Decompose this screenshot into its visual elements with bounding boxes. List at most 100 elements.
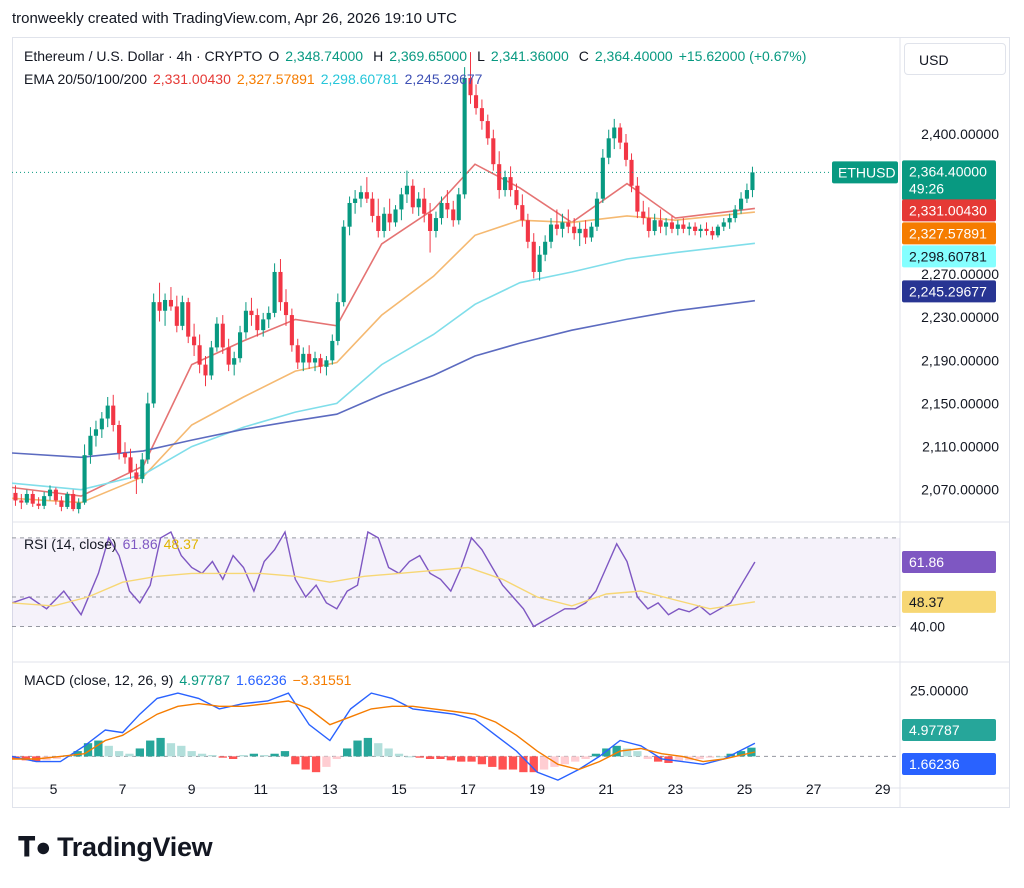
candle-body	[318, 358, 323, 367]
price-tick-label: 2,110.00000	[922, 439, 999, 455]
macd-histogram-bar	[477, 756, 487, 765]
price-tick-label: 2,070.00000	[921, 482, 999, 498]
candle-body	[641, 211, 646, 219]
macd-hist-value: 4.97787	[179, 672, 230, 688]
macd-hist-tag-bg	[902, 719, 996, 741]
candle-body	[393, 209, 398, 223]
ema-tag-bg	[902, 280, 996, 303]
candle-body	[209, 347, 214, 376]
candle-body	[410, 185, 415, 208]
macd-hist-tag: 4.97787	[909, 722, 960, 738]
ema200-value: 2,245.29677	[404, 71, 483, 87]
ema-legend: EMA 20/50/100/200 2,331.00430 2,327.57891 2…	[24, 71, 488, 87]
macd-histogram-bar	[249, 753, 259, 757]
ema100-value: 2,298.60781	[320, 71, 399, 87]
candle-body	[283, 302, 289, 316]
candle-body	[554, 224, 559, 229]
candle-body	[99, 418, 104, 430]
candle-body	[468, 77, 473, 96]
macd-histogram-bar	[467, 756, 476, 762]
candle-body	[376, 215, 381, 231]
candle-body	[88, 435, 93, 456]
macd-histogram-bar	[622, 748, 632, 757]
candle-body	[646, 218, 651, 231]
candle-body	[750, 172, 755, 191]
candle-body	[445, 202, 450, 210]
macd-histogram-bar	[363, 737, 373, 757]
candle-body	[168, 299, 173, 307]
macd-histogram-bar	[228, 756, 238, 759]
macd-histogram-bar	[260, 755, 269, 757]
rsi-lines	[12, 530, 756, 628]
close-value: 2,364.40000	[594, 48, 673, 64]
candle-body	[117, 425, 122, 454]
candle-body	[266, 312, 271, 320]
candle-body	[739, 198, 744, 210]
candle-body	[428, 213, 433, 231]
macd-histogram-bar	[612, 745, 621, 757]
candle-body	[24, 493, 29, 503]
candle-body	[122, 453, 128, 458]
macd-histogram-bar	[322, 756, 331, 767]
low-value: 2,341.36000	[490, 48, 569, 64]
candle-body	[47, 489, 53, 497]
rsi-tick-label: 40.00	[910, 619, 945, 635]
candle-body	[618, 127, 623, 143]
ema-tag-bg	[902, 222, 996, 245]
chart-svg[interactable]: 2,070.00000 2,110.00000 2,150.00000 2,190.0…	[12, 37, 1010, 808]
macd-histogram-bar	[581, 756, 590, 759]
macd-histogram-bar	[571, 756, 580, 762]
time-tick-label: 13	[322, 781, 338, 797]
macd-histogram-bar	[405, 756, 414, 758]
symbol-tag-bg	[832, 161, 898, 184]
candle-body	[652, 220, 657, 231]
symbol-name: Ethereum / U.S. Dollar · 4h · CRYPTO	[24, 48, 263, 64]
ema-tag-bg	[902, 245, 996, 268]
candle-body	[623, 142, 629, 160]
macd-histogram-bar	[415, 756, 424, 758]
candle-body	[543, 241, 548, 255]
macd-lines	[12, 692, 756, 781]
macd-histogram-bar	[529, 756, 538, 773]
last-price-tag: 2,364.40000	[909, 163, 987, 179]
macd-histogram-bar	[674, 756, 684, 762]
ema-tag: 2,245.29677	[909, 283, 987, 299]
candle-body	[382, 213, 387, 231]
macd-histogram-bar	[291, 756, 300, 765]
currency-button[interactable]: USD	[904, 43, 1006, 75]
candle-body	[237, 332, 243, 359]
macd-histogram-bar	[83, 743, 93, 757]
candle-body	[566, 222, 571, 227]
macd-histogram-bar	[602, 748, 611, 757]
candle-body	[572, 226, 577, 234]
macd-histogram-bar	[197, 753, 207, 757]
macd-histogram-bar	[280, 751, 290, 757]
candle-body	[439, 202, 444, 219]
candle-body	[226, 347, 231, 365]
candle-body	[687, 226, 692, 229]
macd-legend: MACD (close, 12, 26, 9) 4.97787 1.66236 −3.…	[24, 672, 357, 688]
candle-body	[370, 198, 375, 216]
candle-body	[261, 319, 266, 331]
ema-tag: 2,331.00430	[909, 202, 987, 218]
candle-body	[508, 177, 513, 191]
rsi-line	[12, 566, 756, 610]
high-label: H	[373, 48, 384, 64]
time-axis: 5 7 9 11 13 15 17 19 21 23 25 27 29	[50, 781, 891, 797]
time-tick-label: 15	[391, 781, 407, 797]
countdown-tag: 49:26	[909, 180, 944, 196]
price-tick-label: 2,400.00000	[921, 126, 999, 142]
candle-body	[698, 228, 703, 231]
macd-histogram-bar	[425, 756, 435, 759]
candle-body	[693, 226, 698, 231]
ema-tag: 2,298.60781	[909, 248, 987, 264]
candle-body	[93, 429, 99, 436]
ema-tag-bg	[902, 199, 996, 222]
candle-body	[612, 127, 617, 139]
macd-histogram-bar	[498, 756, 507, 770]
candle-body	[65, 493, 70, 507]
price-tick-label: 2,230.00000	[921, 309, 999, 325]
candle-body	[503, 177, 508, 191]
candle-body	[324, 360, 329, 367]
ema-label: EMA 20/50/100/200	[24, 71, 147, 87]
